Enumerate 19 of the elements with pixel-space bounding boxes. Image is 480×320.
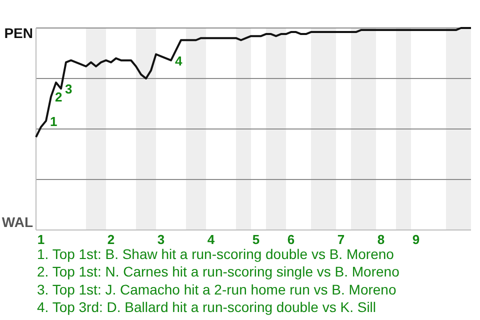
x-tick-label: 4 [207,232,216,247]
text: 2. Top 1st: N. Carnes hit a run-scoring single vs B. Moreno [37,264,400,280]
x-tick-label: 8 [377,232,385,247]
annotation: 4 [175,53,183,68]
text: PEN [4,25,33,41]
text: 1. Top 1st: B. Shaw hit a run-scoring double vs B. Moreno [37,246,394,262]
annotation: 3 [65,82,72,97]
x-tick-label: 6 [287,232,295,247]
x-tick-label: 7 [337,232,345,247]
text: 3. Top 1st: J. Camacho hit a 2-run home run vs B. Moreno [37,281,396,298]
x-tick-label: 1 [37,232,45,247]
annotation: 1 [50,114,58,129]
annotation: 2 [55,90,62,105]
x-tick-label: 9 [412,232,420,247]
x-tick-label: 3 [157,232,165,247]
x-tick-label: 5 [252,232,260,247]
text: 4. Top 3rd: D. Ballard hit a run-scoring double vs K. Sill [37,299,376,316]
x-tick-label: 2 [107,232,115,247]
text: WAL [2,214,34,230]
